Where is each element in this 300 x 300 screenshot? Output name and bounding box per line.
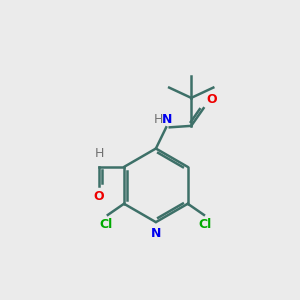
Text: N: N (151, 227, 161, 240)
Text: H: H (94, 147, 104, 160)
Text: Cl: Cl (199, 218, 212, 232)
Text: H: H (153, 113, 163, 126)
Text: O: O (206, 93, 217, 106)
Text: Cl: Cl (100, 218, 113, 232)
Text: O: O (94, 190, 104, 202)
Text: N: N (162, 113, 172, 126)
